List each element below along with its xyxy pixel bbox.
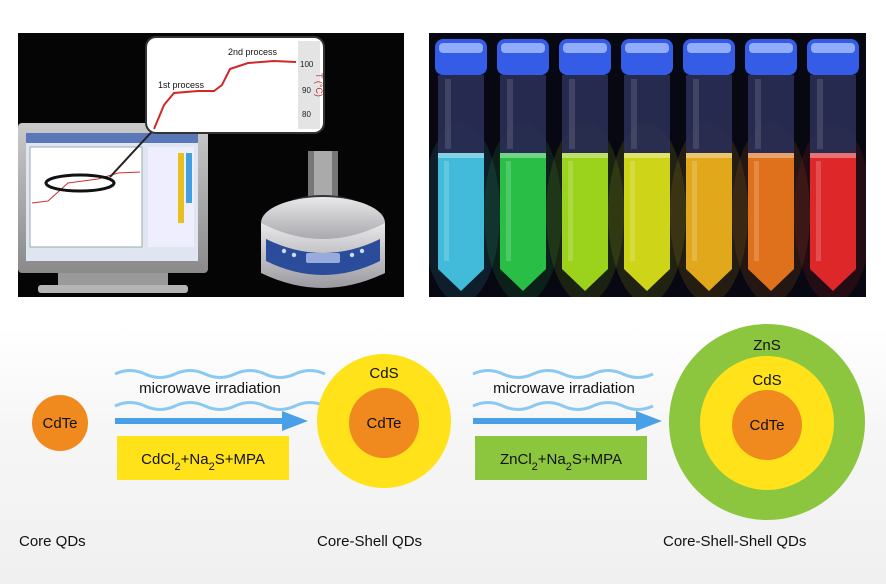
step-2-arrow — [472, 369, 662, 431]
step-1-reagent: CdCl2+Na2S+MPA — [141, 451, 265, 473]
step-2-reagent-box — [475, 436, 647, 480]
vials-photo — [429, 33, 866, 297]
vials-illustration — [429, 39, 866, 297]
vial — [670, 39, 748, 297]
caption-core-shell-shell-qds: Core-Shell-Shell QDs — [663, 533, 807, 550]
microwave-reactor — [261, 151, 385, 288]
step-1-arrow — [114, 369, 326, 431]
vial — [732, 39, 810, 297]
y-tick-100: 100 — [300, 60, 314, 69]
y-tick-80: 80 — [302, 110, 311, 119]
step-1-reagent-box — [117, 436, 289, 480]
y-axis-label: T (°C) — [314, 73, 324, 97]
core-qd-core — [32, 395, 88, 451]
caption-core-shell-qds: Core-Shell QDs — [317, 533, 423, 550]
vial — [794, 39, 866, 297]
core-shell-qd-core-label: CdTe — [366, 415, 401, 432]
core-qd-core-label: CdTe — [42, 415, 77, 432]
annotation-2nd-process: 2nd process — [228, 47, 278, 57]
vial — [546, 39, 624, 297]
step-1-label: microwave irradiation — [139, 380, 281, 397]
vial — [608, 39, 686, 297]
vial — [484, 39, 562, 297]
core-shell-shell-qd-inner-label: CdS — [752, 372, 781, 389]
core-shell-shell-qd-core — [732, 390, 802, 460]
caption-core-qds: Core QDs — [19, 533, 86, 550]
step-2-reagent: ZnCl2+Na2S+MPA — [500, 451, 622, 473]
core-shell-qd-core — [349, 388, 419, 458]
core-shell-shell-qd-core-label: CdTe — [749, 417, 784, 434]
temperature-trace — [153, 59, 297, 130]
y-tick-90: 90 — [302, 86, 311, 95]
core-shell-qd-shell-label: CdS — [369, 365, 398, 382]
vial — [429, 39, 500, 297]
annotation-1st-process: 1st process — [158, 80, 205, 90]
setup-illustration: 1st process 2nd process 100 90 80 T (°C) — [18, 36, 385, 293]
core-shell-shell-qd-outer-label: ZnS — [753, 337, 781, 354]
temperature-inset-plot: 1st process 2nd process 100 90 80 T (°C) — [145, 36, 325, 134]
highlight-ellipse — [44, 173, 116, 193]
setup-photo: 1st process 2nd process 100 90 80 T (°C) — [18, 33, 404, 297]
step-2-label: microwave irradiation — [493, 380, 635, 397]
